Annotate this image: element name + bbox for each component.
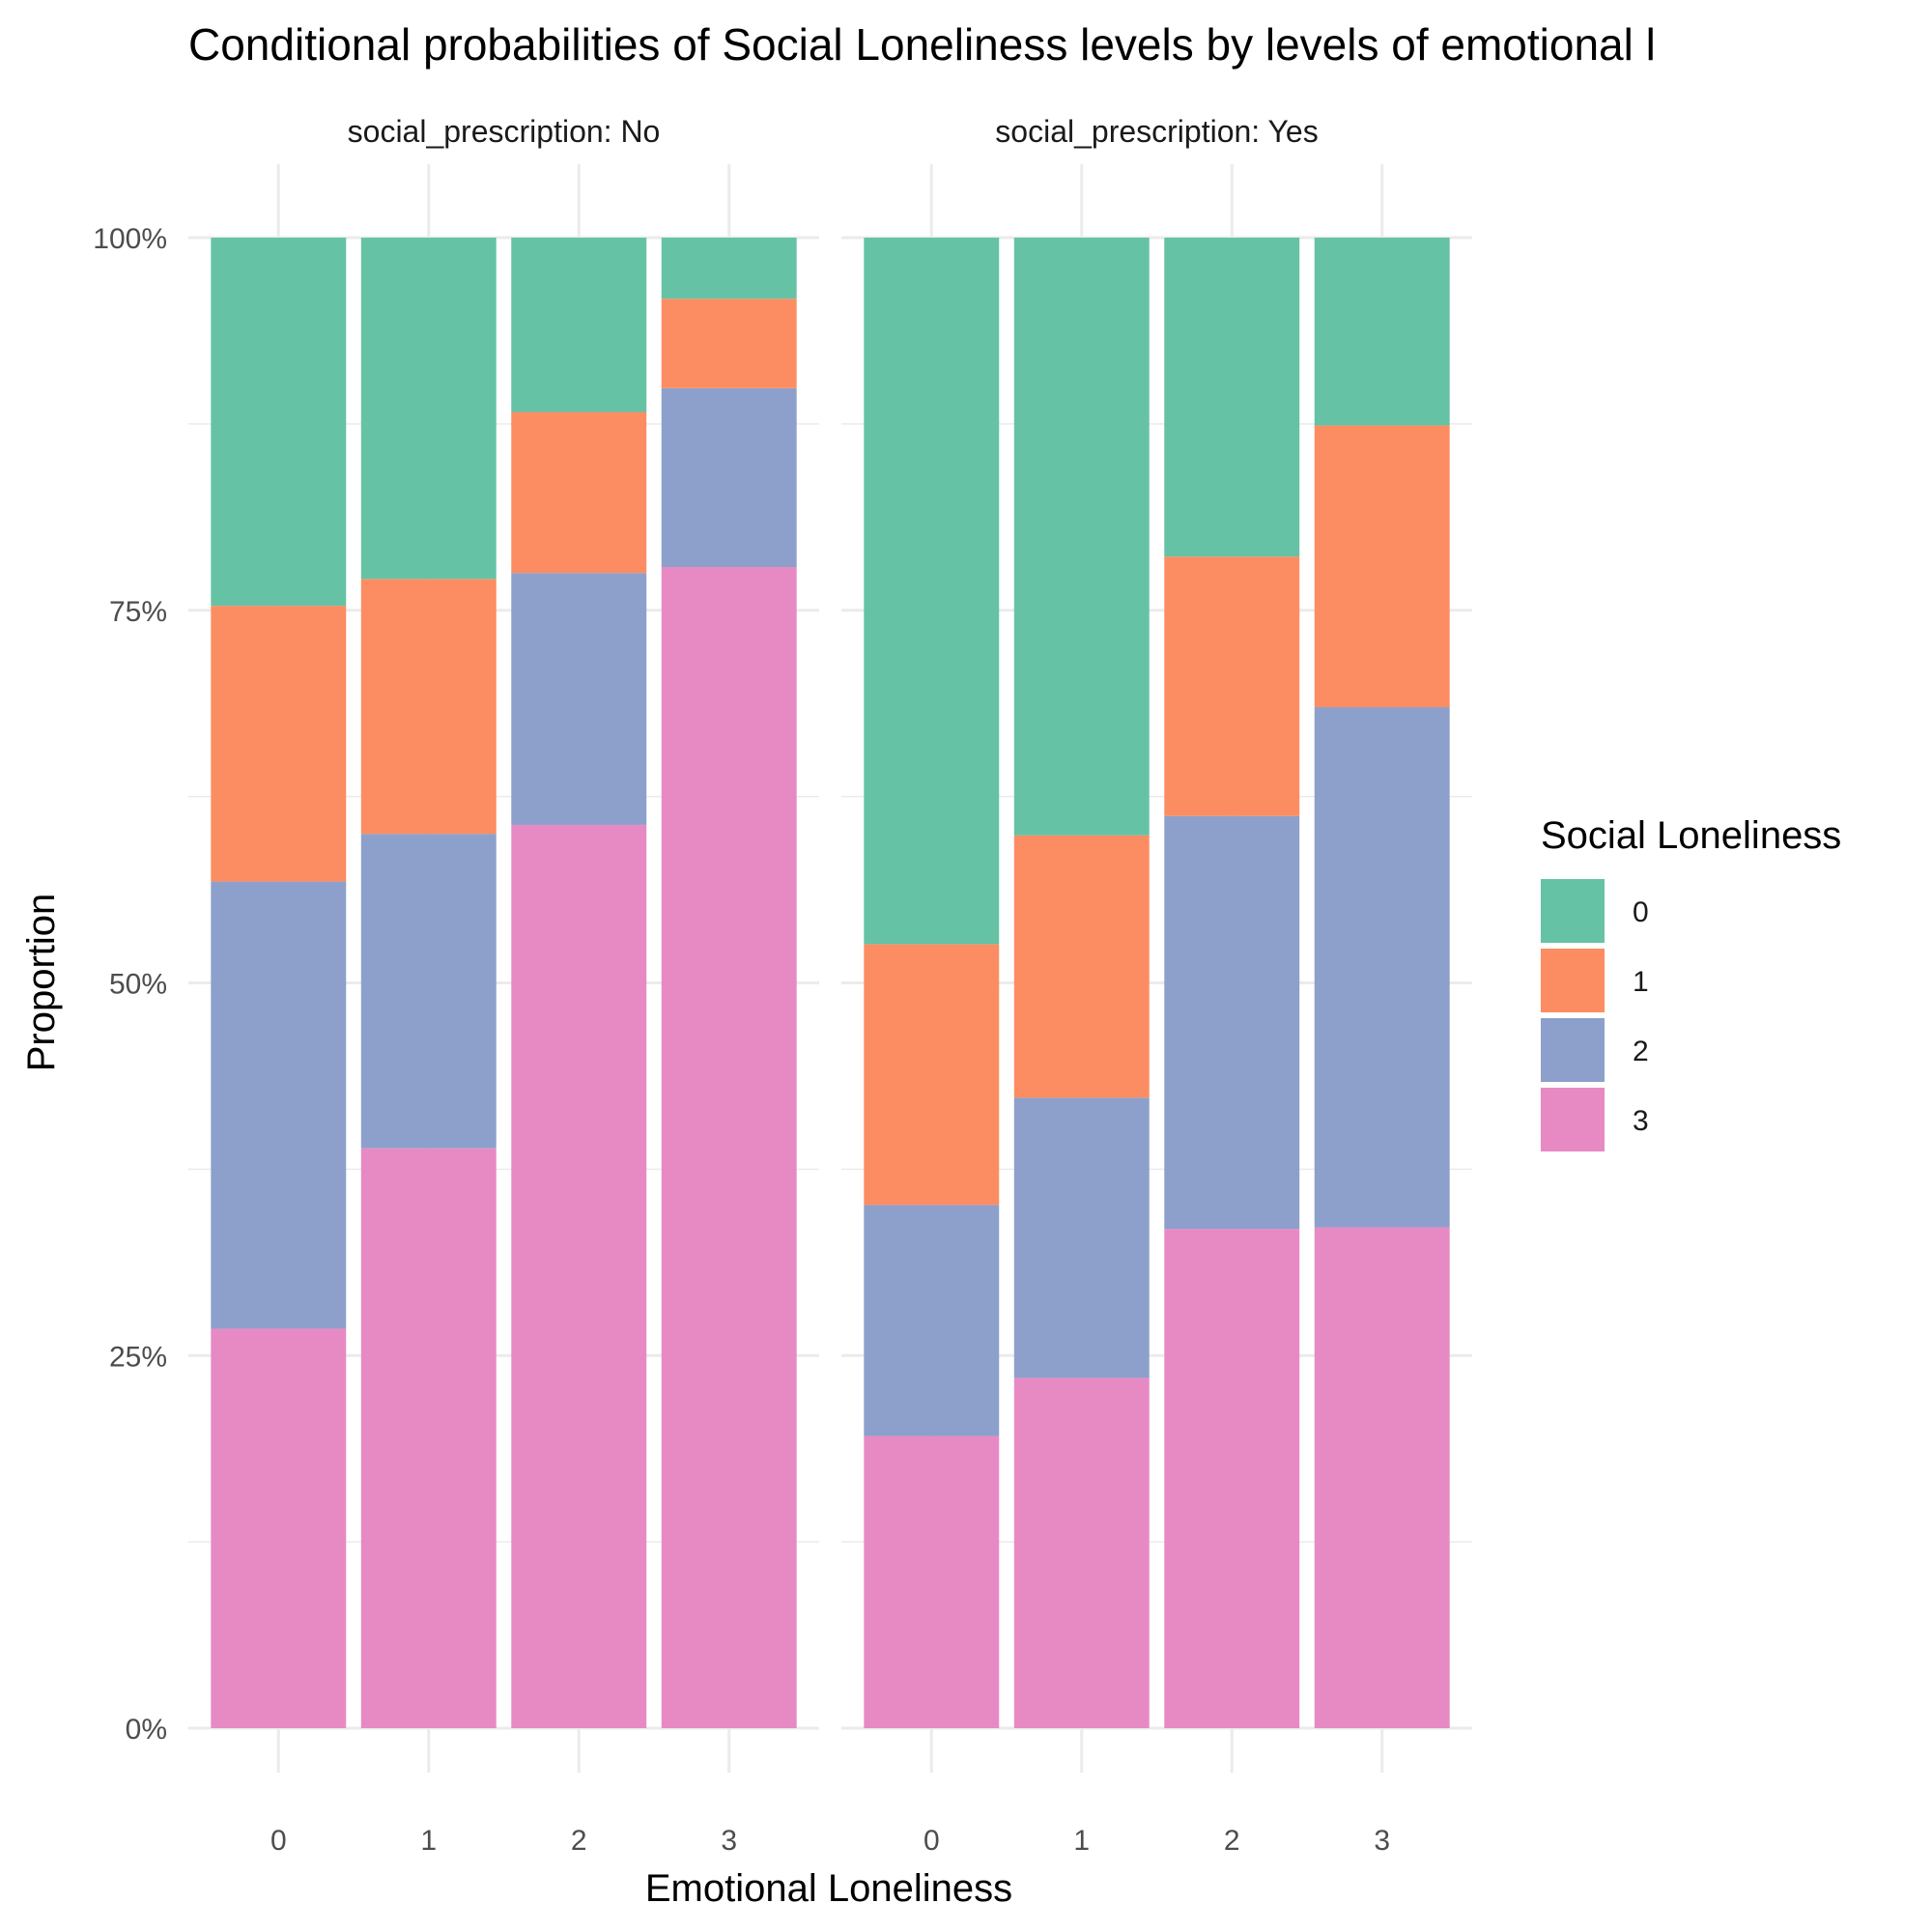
facet-strip-label: social_prescription: No — [348, 114, 661, 149]
bar-segment-level-2 — [360, 834, 497, 1149]
x-tick-label: 3 — [721, 1825, 737, 1857]
bar-segment-level-3 — [1314, 1227, 1450, 1728]
legend-key-3 — [1541, 1088, 1605, 1151]
y-tick-label: 25% — [109, 1341, 167, 1373]
x-tick-label: 3 — [1374, 1825, 1390, 1857]
y-tick-label: 0% — [126, 1714, 167, 1746]
bar-segment-level-0 — [864, 238, 1000, 945]
bar-segment-level-1 — [511, 412, 647, 574]
bar-segment-level-3 — [864, 1435, 1000, 1728]
bar-segment-level-1 — [1314, 425, 1450, 708]
y-tick-label: 50% — [109, 969, 167, 1001]
bar-segment-level-1 — [661, 298, 797, 388]
bar-segment-level-3 — [211, 1328, 347, 1728]
legend-items: 0 1 2 3 — [1541, 879, 1649, 1151]
bar-segment-level-2 — [1164, 815, 1300, 1230]
bar-segment-level-3 — [511, 824, 647, 1728]
bar-segment-level-1 — [864, 944, 1000, 1206]
bar-segment-level-0 — [360, 238, 497, 580]
legend-key-2 — [1541, 1018, 1605, 1082]
y-axis-title: Proportion — [20, 894, 63, 1072]
x-tick-label: 2 — [571, 1825, 587, 1857]
facet-panel: social_prescription: No 0 1 2 3 — [188, 114, 819, 1857]
bar-segment-level-1 — [1164, 556, 1300, 816]
bar-segment-level-2 — [511, 573, 647, 825]
bar-segment-level-0 — [511, 238, 647, 412]
bar-segment-level-1 — [1013, 835, 1150, 1098]
legend-key-0 — [1541, 879, 1605, 943]
legend-label: 2 — [1633, 1036, 1649, 1067]
bar-segment-level-3 — [1164, 1229, 1300, 1728]
legend-label: 1 — [1633, 966, 1649, 998]
x-axis-title: Emotional Loneliness — [645, 1867, 1012, 1910]
bar-segment-level-3 — [661, 567, 797, 1729]
bar-segment-level-0 — [211, 238, 347, 607]
x-tick-label: 1 — [1073, 1825, 1090, 1857]
legend-label: 3 — [1633, 1105, 1649, 1137]
chart-title: Conditional probabilities of Social Lone… — [188, 19, 1656, 70]
bar-segment-level-0 — [661, 238, 797, 299]
bar-segment-level-2 — [211, 881, 347, 1329]
bar-segment-level-0 — [1314, 238, 1450, 426]
x-tick-label: 0 — [923, 1825, 940, 1857]
legend: Social Loneliness 0 1 2 3 — [1541, 814, 1841, 1151]
bar-segment-level-3 — [1013, 1378, 1150, 1728]
facet-panel: social_prescription: Yes 0 1 2 3 — [841, 114, 1472, 1857]
y-tick-label: 75% — [109, 596, 167, 628]
facet-strip-label: social_prescription: Yes — [995, 114, 1318, 149]
bar-segment-level-0 — [1013, 238, 1150, 836]
x-tick-label: 0 — [270, 1825, 287, 1857]
y-tick-label: 100% — [93, 223, 167, 255]
x-tick-label: 2 — [1224, 1825, 1240, 1857]
bar-segment-level-0 — [1164, 238, 1300, 557]
legend-key-1 — [1541, 949, 1605, 1012]
bar-segment-level-3 — [360, 1148, 497, 1728]
x-tick-label: 1 — [420, 1825, 437, 1857]
bar-segment-level-2 — [1013, 1097, 1150, 1378]
bar-segment-level-2 — [661, 387, 797, 568]
bar-segment-level-1 — [211, 606, 347, 882]
bar-segment-level-1 — [360, 579, 497, 835]
bar-segment-level-2 — [864, 1205, 1000, 1436]
legend-title: Social Loneliness — [1541, 814, 1841, 857]
chart-panels: social_prescription: No0 1 2 3social_prescr… — [93, 114, 1472, 1857]
legend-label: 0 — [1633, 896, 1649, 928]
bar-segment-level-2 — [1314, 707, 1450, 1228]
